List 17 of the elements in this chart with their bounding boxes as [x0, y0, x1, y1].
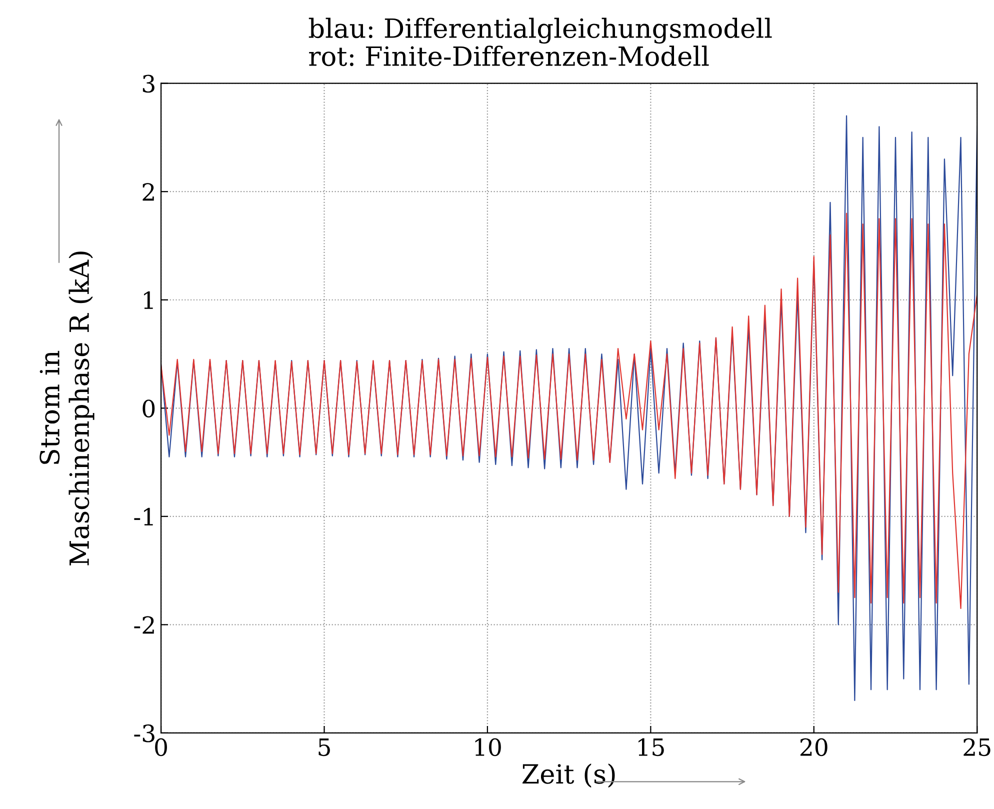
y-tick-label: 3	[142, 74, 154, 93]
x-tick-label: 20	[800, 738, 828, 756]
y-tick-label: -3	[134, 724, 154, 742]
x-tick-label: 15	[638, 738, 664, 756]
x-tick-label: 5	[318, 738, 330, 756]
x-tick-label: 25	[964, 738, 990, 756]
y-tick-label: -1	[134, 508, 153, 526]
y-tick-label: 0	[142, 400, 155, 418]
y-tick-label: 2	[142, 183, 154, 201]
line-series	[161, 212, 978, 609]
y-axis-title: Strom in Maschinenphase R (kA)	[40, 252, 94, 566]
x-tick-label: 10	[475, 738, 501, 756]
y-tick-label: 1	[144, 291, 153, 309]
y-tick-label: -2	[134, 616, 154, 634]
chart-title: blau: Differentialgleichungsmodell rot: Finite-Differenzen-Modell	[308, 18, 772, 66]
x-tick-label: 0	[155, 738, 167, 756]
x-axis-title: Zeit (s)	[522, 763, 615, 788]
